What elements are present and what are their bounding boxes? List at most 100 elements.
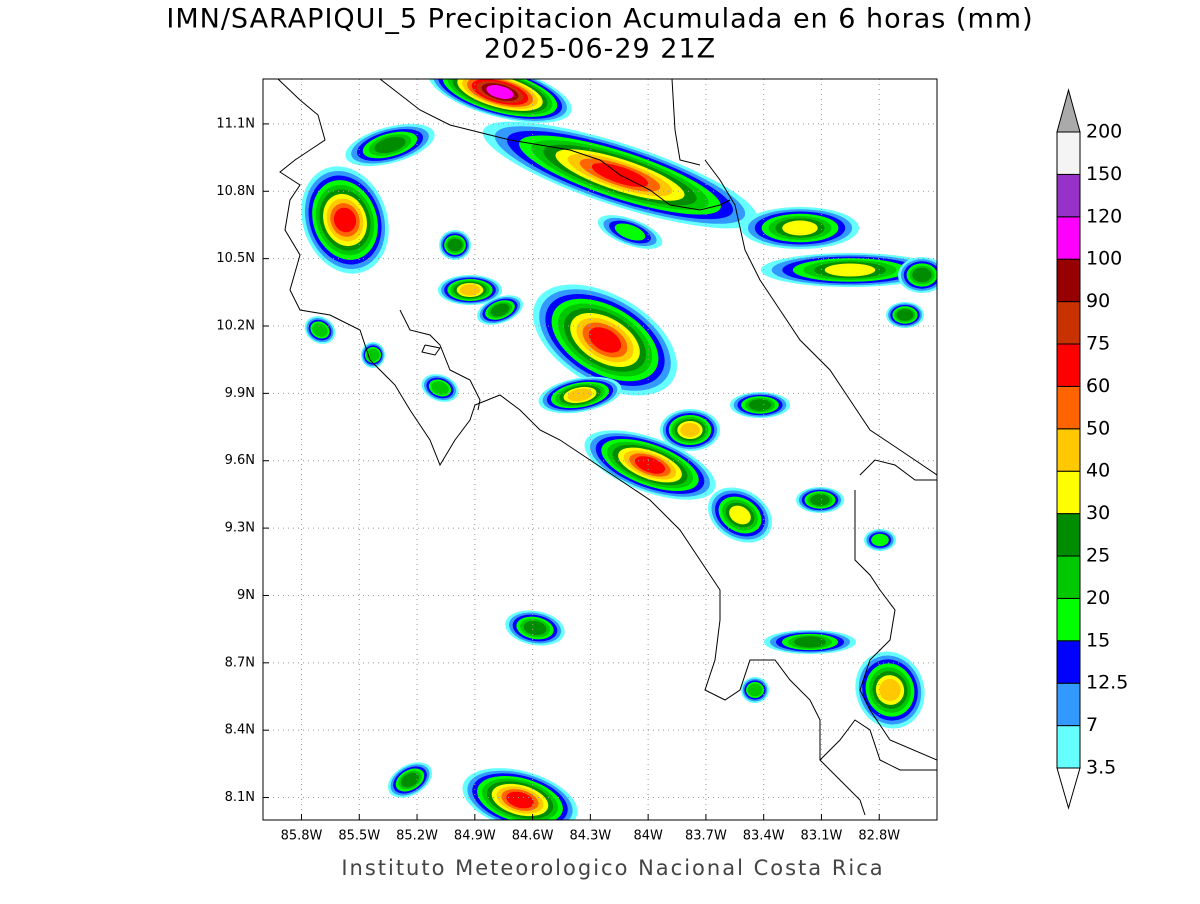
colorbar-label: 40 — [1086, 460, 1110, 482]
y-tick-label: 10.5N — [216, 251, 255, 266]
colorbar-label: 20 — [1086, 587, 1110, 609]
coastline — [421, 344, 441, 356]
grid: 85.8W 85.5W 85.2W 84.9W 84.6W 84.3W 84W 83.7W 83… — [216, 79, 937, 844]
colorbar-bin — [1056, 513, 1081, 557]
footer: Instituto Meteorologico Nacional Costa R… — [341, 856, 884, 880]
colorbar-bin — [1056, 428, 1081, 472]
colorbar-label: 150 — [1086, 163, 1122, 185]
precip-contour — [374, 136, 406, 154]
coastline — [859, 459, 937, 481]
y-tick-label: 8.4N — [225, 723, 255, 738]
colorbar-label: 12.5 — [1086, 672, 1128, 694]
colorbar-bin — [1056, 343, 1081, 387]
precip-contour — [794, 636, 826, 648]
colorbar-high-arrow — [1056, 88, 1081, 133]
colorbar-label: 60 — [1086, 375, 1110, 397]
colorbar-bin — [1056, 682, 1081, 727]
colorbar: 3.5 7 12.5 15 20 25 30 40 50 60 75 90 100 120 150 200 — [1056, 88, 1128, 810]
precip-contour — [312, 323, 328, 337]
precip-contour — [810, 494, 830, 506]
x-tick-label: 84.6W — [512, 829, 554, 844]
y-tick-label: 8.1N — [225, 790, 255, 805]
colorbar-bin — [1056, 131, 1081, 175]
y-tick-label: 8.7N — [225, 655, 255, 670]
coastline — [277, 79, 866, 816]
precip-contour — [912, 267, 932, 283]
precip-field — [301, 79, 937, 820]
colorbar-label: 90 — [1086, 290, 1110, 312]
precip-contour — [567, 388, 593, 402]
x-tick-label: 82.8W — [858, 829, 900, 844]
precip-contour — [824, 263, 876, 277]
colorbar-label: 75 — [1086, 333, 1110, 355]
x-tick-label: 84W — [633, 829, 663, 844]
y-tick-label: 10.2N — [216, 319, 255, 334]
colorbar-bin — [1056, 555, 1081, 599]
precip-contour — [871, 533, 889, 547]
x-tick-label: 83.7W — [685, 829, 727, 844]
coastlines — [277, 79, 937, 816]
precip-contour — [896, 309, 914, 321]
precip-contour — [747, 683, 763, 697]
precip-contour — [748, 399, 772, 411]
precip-contour — [447, 238, 463, 252]
precip-contour — [879, 679, 901, 701]
colorbar-label: 200 — [1086, 121, 1122, 143]
precip-contour — [782, 220, 818, 236]
coastline — [819, 719, 937, 771]
precip-contour — [486, 85, 514, 99]
colorbar-bin — [1056, 173, 1081, 218]
x-tick-label: 85.5W — [338, 829, 380, 844]
y-tick-label: 9.3N — [225, 521, 255, 536]
x-tick-label: 84.3W — [569, 829, 611, 844]
precip-contour — [614, 223, 646, 241]
colorbar-bin — [1056, 258, 1081, 303]
colorbar-label: 30 — [1086, 502, 1110, 524]
precip-contour — [729, 505, 751, 525]
precip-contour — [333, 207, 357, 233]
map-subtitle: 2025-06-29 21Z — [484, 34, 716, 65]
colorbar-bin — [1056, 301, 1081, 345]
y-tick-label: 9.6N — [225, 453, 255, 468]
y-tick-label: 11.1N — [216, 116, 255, 131]
coastline — [379, 79, 731, 211]
coastline — [671, 79, 701, 166]
map-title: IMN/SARAPIQUI_5 Precipitacion Acumulada … — [166, 4, 1033, 35]
colorbar-bin — [1056, 640, 1081, 684]
precip-contour — [634, 456, 666, 474]
colorbar-label: 15 — [1086, 629, 1110, 651]
coastline — [704, 159, 937, 476]
map-frame — [262, 78, 938, 821]
x-tick-label: 84.9W — [454, 829, 496, 844]
precip-contour — [431, 381, 449, 395]
precip-contour — [459, 284, 481, 296]
colorbar-bin — [1056, 385, 1081, 430]
colorbar-label: 100 — [1086, 248, 1122, 270]
x-tick-label: 85.8W — [281, 829, 323, 844]
precip-contour — [680, 423, 700, 437]
y-tick-label: 10.8N — [216, 184, 255, 199]
colorbar-bin — [1056, 470, 1081, 515]
colorbar-bin — [1056, 725, 1081, 769]
colorbar-label: 7 — [1086, 714, 1098, 736]
precip-contour — [490, 303, 510, 317]
colorbar-label: 50 — [1086, 417, 1110, 439]
y-tick-label: 9N — [237, 588, 255, 603]
x-tick-label: 83.4W — [743, 829, 785, 844]
x-tick-label: 83.1W — [801, 829, 843, 844]
colorbar-label: 25 — [1086, 545, 1110, 567]
y-tick-label: 9.9N — [225, 386, 255, 401]
colorbar-low-arrow — [1056, 767, 1081, 810]
precip-contour — [588, 327, 622, 353]
colorbar-label: 3.5 — [1086, 757, 1116, 779]
coastline — [854, 490, 937, 761]
precip-contour — [506, 791, 534, 809]
x-tick-label: 85.2W — [396, 829, 438, 844]
colorbar-bin — [1056, 597, 1081, 642]
precip-contour — [400, 772, 420, 788]
precip-contour — [523, 620, 547, 636]
coastline — [399, 309, 481, 411]
colorbar-bin — [1056, 216, 1081, 260]
colorbar-label: 120 — [1086, 205, 1122, 227]
